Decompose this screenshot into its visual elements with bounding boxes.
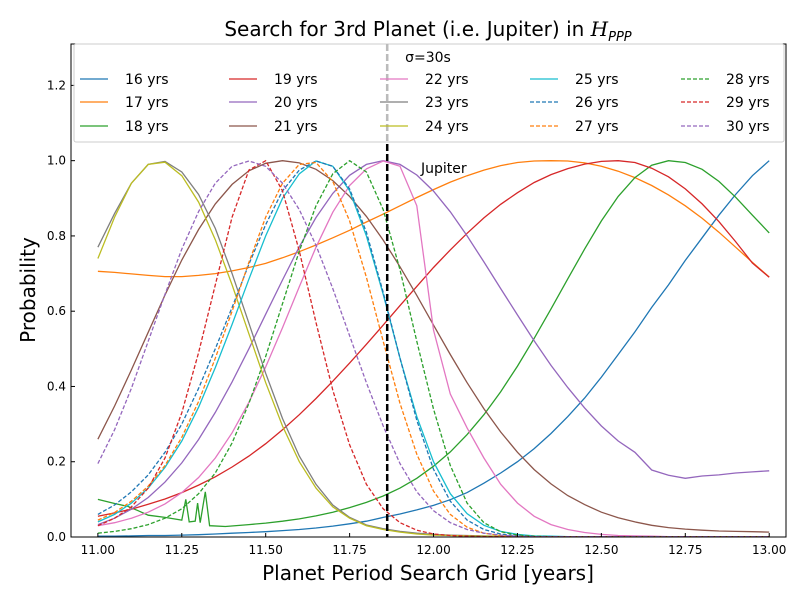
legend-label-29-yrs: 29 yrs: [726, 95, 770, 111]
chart-title-symbol: H: [590, 17, 609, 41]
chart-title-text: Search for 3rd Planet (i.e. Jupiter) in: [224, 17, 590, 41]
y-tick-label: 0.0: [47, 530, 66, 544]
x-tick-label: 11.75: [332, 543, 366, 557]
legend-label-18-yrs: 18 yrs: [125, 119, 169, 135]
legend-label-30-yrs: 30 yrs: [726, 119, 770, 135]
series-line-26-yrs: [97, 160, 770, 537]
y-axis-label: Probability: [16, 237, 40, 343]
legend-label-17-yrs: 17 yrs: [125, 95, 169, 111]
legend-label-27-yrs: 27 yrs: [575, 119, 619, 135]
x-tick-label: 12.50: [584, 543, 618, 557]
x-tick-label: 11.00: [81, 543, 115, 557]
legend-label-26-yrs: 26 yrs: [575, 95, 619, 111]
series-line-21-yrs: [97, 160, 770, 533]
legend-label-22-yrs: 22 yrs: [425, 72, 469, 88]
legend-label-28-yrs: 28 yrs: [726, 72, 770, 88]
y-axis: 0.0 0.2 0.4 0.6 0.8 1.0 1.2: [47, 78, 75, 544]
y-tick-label: 0.2: [47, 455, 66, 469]
x-tick-label: 12.25: [500, 543, 534, 557]
y-tick-label: 0.4: [47, 379, 66, 393]
y-tick-label: 0.6: [47, 304, 66, 318]
series-line-17-yrs: [97, 160, 770, 278]
legend-label-20-yrs: 20 yrs: [274, 95, 318, 111]
legend-label-16-yrs: 16 yrs: [125, 72, 169, 88]
x-axis-label: Planet Period Search Grid [years]: [262, 561, 594, 585]
legend-box: [73, 43, 785, 143]
plot-area: 11.00 11.25 11.50 11.75 12.00 12.25 12.50 12.75…: [47, 43, 787, 557]
legend-label-21-yrs: 21 yrs: [274, 119, 318, 135]
x-tick-label: 12.00: [416, 543, 450, 557]
legend-label-23-yrs: 23 yrs: [425, 95, 469, 111]
x-tick-label: 11.25: [165, 543, 199, 557]
series-line-18-yrs: [97, 160, 770, 528]
y-tick-label: 1.2: [47, 78, 66, 92]
x-axis: 11.00 11.25 11.50 11.75 12.00 12.25 12.50 12.75…: [81, 533, 786, 557]
legend: σ=30s 16 yrs 17 yrs 18 yrs 19 yrs 20 yrs 21 y…: [73, 43, 785, 143]
chart-title: Search for 3rd Planet (i.e. Jupiter) in …: [224, 17, 631, 45]
y-tick-label: 1.0: [47, 154, 66, 168]
jupiter-label: Jupiter: [420, 161, 467, 177]
x-tick-label: 12.75: [668, 543, 702, 557]
chart-title-subscript: PPP: [608, 30, 632, 45]
series-line-16-yrs: [97, 160, 770, 537]
legend-title: σ=30s: [405, 50, 451, 66]
legend-label-19-yrs: 19 yrs: [274, 72, 318, 88]
y-tick-label: 0.8: [47, 229, 66, 243]
legend-label-25-yrs: 25 yrs: [575, 72, 619, 88]
x-tick-label: 11.50: [249, 543, 283, 557]
series-line-20-yrs: [97, 160, 770, 526]
x-tick-label: 13.00: [752, 543, 786, 557]
legend-label-24-yrs: 24 yrs: [425, 119, 469, 135]
